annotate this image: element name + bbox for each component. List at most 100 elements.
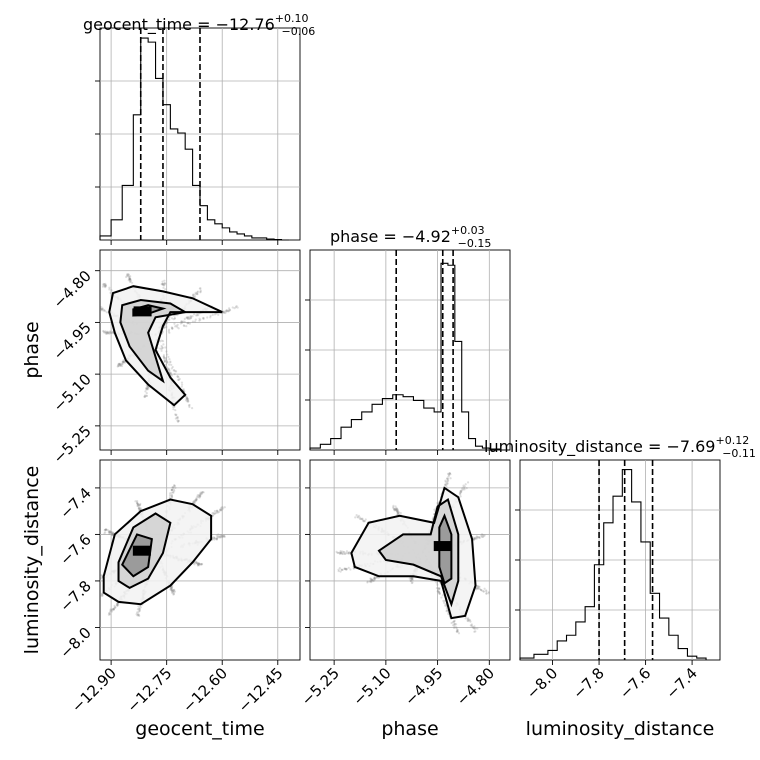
scatter-point: [100, 306, 103, 309]
scatter-point: [454, 623, 458, 626]
scatter-point: [172, 593, 175, 596]
x-tick-label: −4.95: [401, 664, 446, 709]
scatter-point: [472, 626, 476, 630]
scatter-point: [394, 508, 397, 511]
scatter-point: [483, 534, 486, 537]
scatter-point: [209, 314, 212, 317]
scatter-point: [161, 346, 164, 349]
scatter-point: [201, 316, 205, 320]
scatter-point: [198, 317, 201, 320]
scatter-point: [362, 520, 365, 523]
scatter-point: [116, 365, 119, 368]
scatter-point: [233, 307, 236, 310]
y-tick-label: −7.8: [56, 577, 94, 615]
scatter-point: [395, 507, 398, 510]
scatter-point: [449, 473, 452, 476]
scatter-point: [200, 492, 204, 495]
scatter-point: [159, 340, 162, 343]
scatter-point: [445, 610, 448, 613]
hist-bin: [215, 224, 222, 240]
scatter-point: [460, 490, 463, 493]
scatter-point: [173, 590, 177, 593]
scatter-point: [172, 588, 175, 592]
scatter-point: [438, 587, 441, 590]
scatter-point: [197, 562, 200, 565]
scatter-point: [345, 568, 348, 571]
scatter-point: [341, 552, 344, 555]
scatter-point: [485, 589, 488, 592]
hist-bin: [207, 220, 214, 240]
scatter-point: [199, 492, 202, 495]
scatter-point: [453, 622, 456, 625]
scatter-point: [199, 491, 202, 494]
scatter-point: [102, 283, 105, 286]
scatter-point: [373, 577, 376, 580]
scatter-point: [187, 315, 190, 319]
scatter-point: [161, 283, 164, 286]
scatter-point: [373, 577, 376, 580]
scatter-point: [164, 356, 167, 360]
scatter-point: [188, 322, 191, 325]
scatter-point: [117, 603, 120, 606]
scatter-point: [112, 608, 115, 611]
scatter-point: [437, 590, 440, 593]
scatter-point: [186, 316, 189, 319]
scatter-point: [129, 275, 132, 278]
scatter-point: [477, 585, 480, 588]
scatter-point: [170, 587, 173, 590]
scatter-point: [437, 589, 440, 592]
scatter-point: [487, 592, 490, 595]
panel-scatter-lum-geocent: [99, 459, 301, 661]
scatter-point: [337, 568, 340, 571]
scatter-point: [168, 358, 171, 361]
scatter-point: [109, 531, 112, 534]
scatter-point: [201, 491, 204, 494]
scatter-point: [193, 313, 196, 316]
scatter-point: [409, 579, 412, 583]
scatter-point: [118, 363, 121, 366]
scatter-point: [487, 591, 490, 594]
scatter-point: [344, 552, 347, 555]
scatter-point: [221, 507, 225, 510]
scatter-point: [212, 511, 215, 515]
scatter-point: [447, 477, 450, 481]
scatter-point: [474, 627, 477, 630]
scatter-point: [373, 576, 376, 580]
y-tick-label: −7.6: [56, 531, 94, 569]
scatter-point: [172, 589, 175, 592]
hist-bin: [469, 439, 476, 450]
scatter-point: [198, 495, 202, 498]
scatter-point: [159, 347, 162, 350]
hist-bin: [100, 236, 111, 240]
scatter-point: [116, 604, 119, 607]
scatter-point: [171, 585, 174, 588]
scatter-point: [477, 587, 480, 590]
scatter-point: [213, 512, 216, 515]
scatter-point: [137, 613, 140, 616]
scatter-point: [146, 386, 150, 389]
scatter-point: [219, 534, 222, 537]
scatter-point: [194, 498, 198, 502]
scatter-point: [220, 534, 223, 537]
scatter-point: [197, 562, 200, 565]
scatter-point: [170, 591, 174, 594]
scatter-point: [358, 517, 362, 521]
scatter-point: [227, 310, 230, 313]
scatter-point: [408, 577, 411, 580]
scatter-point: [164, 282, 167, 285]
scatter-point: [180, 385, 183, 388]
scatter-point: [338, 551, 341, 554]
scatter-point: [146, 387, 149, 390]
scatter-point: [166, 366, 169, 369]
scatter-point: [138, 608, 141, 611]
scatter-point: [357, 516, 360, 519]
scatter-point: [167, 369, 170, 372]
scatter-point: [162, 343, 165, 346]
scatter-point: [170, 586, 173, 590]
scatter-point: [340, 552, 343, 555]
scatter-point: [461, 488, 465, 491]
scatter-point: [108, 530, 111, 533]
scatter-point: [473, 538, 476, 541]
scatter-point: [341, 552, 344, 556]
scatter-point: [136, 500, 139, 503]
